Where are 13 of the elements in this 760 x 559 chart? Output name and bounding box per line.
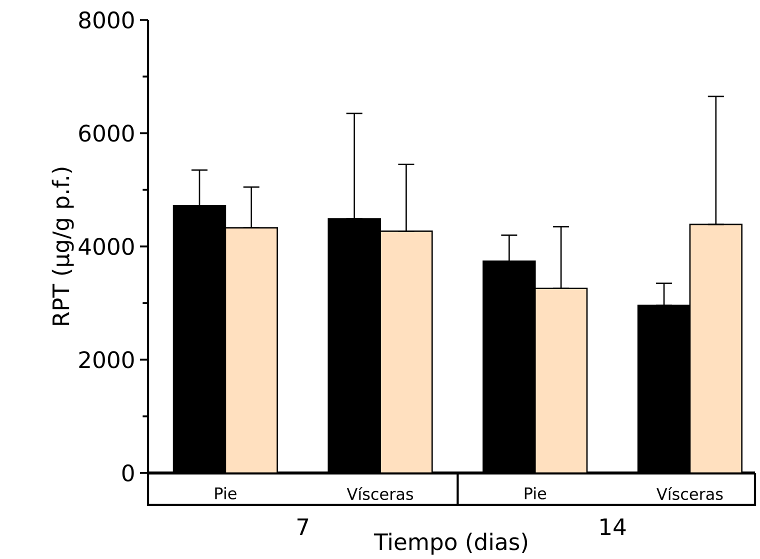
y-tick-label: 2000 xyxy=(79,351,134,368)
y-tick-label: 6000 xyxy=(79,124,134,142)
x-tick-label: Pie xyxy=(215,486,236,500)
x-tick-label: Vísceras xyxy=(656,486,723,500)
text: 7 xyxy=(298,518,308,535)
y-tick-label: 8000 xyxy=(79,11,134,28)
y-axis-title: RPT (µg/g p.f.) xyxy=(52,168,74,325)
x-tick-label: Vísceras xyxy=(346,486,414,500)
text: 14 xyxy=(600,518,626,535)
y-tick-label: 4000 xyxy=(78,238,134,255)
y-tick-label: 0 xyxy=(122,464,134,482)
x-axis-title: Tiempo (dias) xyxy=(374,532,528,555)
x-tick-label: Pie xyxy=(524,486,546,500)
